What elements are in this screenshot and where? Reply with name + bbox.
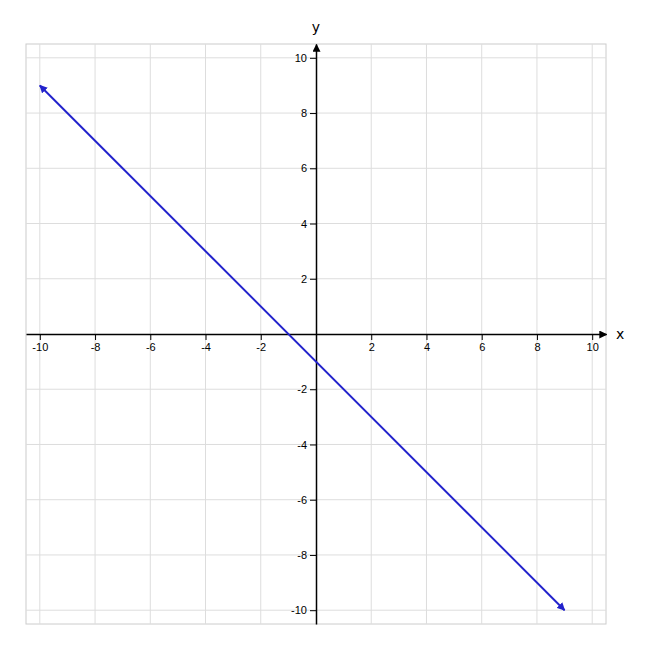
- y-tick-label: -10: [291, 604, 307, 616]
- y-tick-label: 10: [295, 52, 307, 64]
- x-tick-label: -2: [256, 341, 266, 353]
- y-tick: -10: [291, 604, 316, 616]
- x-tick-label: -6: [146, 341, 156, 353]
- x-tick-mark: [150, 334, 151, 340]
- y-tick-label: -8: [297, 549, 307, 561]
- x-tick-mark: [482, 334, 483, 340]
- y-tick: 6: [301, 162, 316, 174]
- x-tick: -6: [146, 334, 156, 353]
- x-axis-label: x: [616, 326, 624, 342]
- y-tick-mark: [310, 389, 316, 390]
- x-tick-mark: [426, 334, 427, 340]
- y-tick-label: 6: [301, 162, 307, 174]
- y-tick: 8: [301, 107, 316, 119]
- chart: -10 -8 -6 -4 -2 2 4 6 8 10 -10 -8 -6 -4 -2 2 4 6 8 10 x y: [0, 0, 650, 650]
- grid: [26, 44, 606, 624]
- plot: -10 -8 -6 -4 -2 2 4 6 8 10 -10 -8 -6 -4 -2 2 4 6 8 10 x y: [26, 19, 624, 625]
- y-tick: 2: [301, 273, 316, 285]
- y-tick: -8: [297, 549, 316, 561]
- x-tick-label: 4: [424, 341, 430, 353]
- y-tick-label: 4: [301, 218, 307, 230]
- x-tick-mark: [371, 334, 372, 340]
- y-axis: -10 -8 -6 -4 -2 2 4 6 8 10: [291, 45, 316, 625]
- x-tick: 10: [587, 334, 599, 353]
- x-tick-mark: [592, 334, 593, 340]
- x-tick: 2: [369, 334, 375, 353]
- y-tick: -2: [297, 383, 316, 395]
- y-tick-label: -4: [297, 438, 307, 450]
- y-tick: -6: [297, 494, 316, 506]
- y-tick: 4: [301, 218, 316, 230]
- y-tick-mark: [310, 279, 316, 280]
- x-tick: 4: [424, 334, 430, 353]
- x-tick-mark: [261, 334, 262, 340]
- y-tick-mark: [310, 500, 316, 501]
- data-line: [40, 85, 565, 610]
- x-tick-label: 2: [369, 341, 375, 353]
- x-tick-label: -8: [91, 341, 101, 353]
- y-axis-line: [316, 45, 318, 625]
- x-tick: 8: [534, 334, 540, 353]
- x-tick-label: 10: [587, 341, 599, 353]
- marks: [40, 85, 565, 610]
- y-tick-label: -2: [297, 383, 307, 395]
- y-tick-mark: [310, 224, 316, 225]
- x-tick: 6: [479, 334, 485, 353]
- x-tick-mark: [40, 334, 41, 340]
- x-tick-mark: [537, 334, 538, 340]
- plot-frame: [26, 44, 606, 624]
- y-tick: 10: [295, 52, 316, 64]
- y-tick-mark: [310, 113, 316, 114]
- y-tick-mark: [310, 610, 316, 611]
- x-tick: -4: [201, 334, 211, 353]
- x-tick-mark: [206, 334, 207, 340]
- x-tick: -2: [256, 334, 266, 353]
- x-tick-mark: [95, 334, 96, 340]
- y-tick-label: -6: [297, 494, 307, 506]
- x-tick: -8: [91, 334, 101, 353]
- y-tick-mark: [310, 555, 316, 556]
- x-tick-label: 8: [534, 341, 540, 353]
- y-tick-mark: [310, 444, 316, 445]
- y-tick: -4: [297, 438, 316, 450]
- x-tick-label: -4: [201, 341, 211, 353]
- y-tick-label: 2: [301, 273, 307, 285]
- x-tick-label: 6: [479, 341, 485, 353]
- y-tick-label: 8: [301, 107, 307, 119]
- y-tick-mark: [310, 168, 316, 169]
- x-tick-label: -10: [32, 341, 48, 353]
- y-tick-mark: [310, 58, 316, 59]
- y-axis-label: y: [312, 19, 320, 35]
- x-tick: -10: [32, 334, 48, 353]
